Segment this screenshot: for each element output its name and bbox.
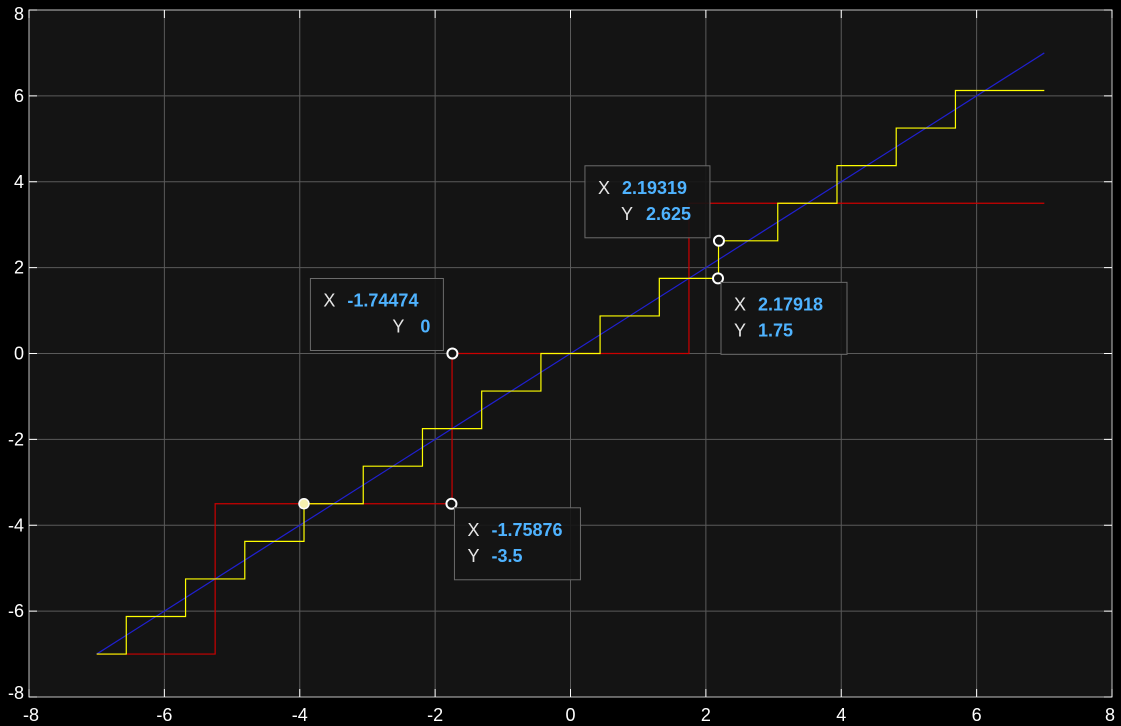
datatip-marker[interactable] bbox=[712, 234, 725, 247]
y-tick-labels: -8 -6 -4 -2 0 2 4 6 8 bbox=[8, 4, 1112, 703]
x-tick-label: -2 bbox=[427, 705, 443, 725]
x-tick-label: -4 bbox=[292, 705, 308, 725]
datatip[interactable]: X 2.17918 Y 1.75 bbox=[720, 281, 848, 355]
datatip-x-value: -1.75876 bbox=[491, 520, 562, 540]
x-tick-label: 2 bbox=[701, 705, 711, 725]
datatip-y-label: Y bbox=[392, 317, 404, 337]
datatip-y-value: -3.5 bbox=[491, 546, 522, 566]
datatip-x-label: X bbox=[598, 178, 610, 198]
datatip[interactable]: X -1.74474 Y 0 bbox=[309, 278, 444, 351]
datatip-box bbox=[584, 165, 711, 239]
datatip-y-value: 0 bbox=[420, 317, 430, 337]
x-tick-label: 6 bbox=[972, 705, 982, 725]
y-tick-label: -8 bbox=[8, 683, 24, 703]
x-tick-label: 4 bbox=[836, 705, 846, 725]
y-tick-label: -2 bbox=[8, 429, 24, 449]
datatip-box bbox=[453, 507, 581, 581]
datatip-y-label: Y bbox=[467, 546, 479, 566]
x-tick-label: 0 bbox=[565, 705, 575, 725]
y-tick-label: 4 bbox=[14, 172, 24, 192]
x-tick-label: 8 bbox=[1105, 705, 1115, 725]
x-tick-label: -8 bbox=[23, 705, 39, 725]
y-tick-label: 0 bbox=[14, 344, 24, 364]
datatip-marker[interactable] bbox=[446, 347, 459, 360]
y-tick-label: -6 bbox=[8, 601, 24, 621]
datatip-x-label: X bbox=[323, 291, 335, 311]
marker-layer bbox=[298, 234, 725, 510]
datatip-box bbox=[720, 281, 848, 355]
datatip-y-value: 2.625 bbox=[646, 204, 691, 224]
datatip-x-value: -1.74474 bbox=[347, 291, 418, 311]
datatip-marker[interactable] bbox=[445, 497, 458, 510]
datatip-y-label: Y bbox=[734, 320, 746, 340]
datatip-x-label: X bbox=[734, 294, 746, 314]
datatip-y-label: Y bbox=[621, 204, 633, 224]
x-tick-label: -6 bbox=[156, 705, 172, 725]
datatip-x-value: 2.19319 bbox=[622, 178, 687, 198]
datatip-x-value: 2.17918 bbox=[758, 294, 823, 314]
series-line-1 bbox=[96, 89, 1045, 655]
datatip[interactable]: X 2.19319 Y 2.625 bbox=[584, 165, 711, 239]
y-tick-label: 2 bbox=[14, 258, 24, 278]
datatip-box bbox=[309, 278, 444, 351]
highlight-marker[interactable] bbox=[298, 498, 310, 510]
x-tick-labels: -8 -6 -4 -2 0 2 4 6 8 bbox=[23, 10, 1115, 725]
y-tick-label: 6 bbox=[14, 86, 24, 106]
datatip-y-value: 1.75 bbox=[758, 320, 793, 340]
datatip[interactable]: X -1.75876 Y -3.5 bbox=[453, 507, 581, 581]
datatip-marker[interactable] bbox=[712, 272, 725, 285]
y-tick-label: 8 bbox=[14, 4, 24, 24]
y-tick-label: -4 bbox=[8, 515, 24, 535]
datatip-x-label: X bbox=[467, 520, 479, 540]
